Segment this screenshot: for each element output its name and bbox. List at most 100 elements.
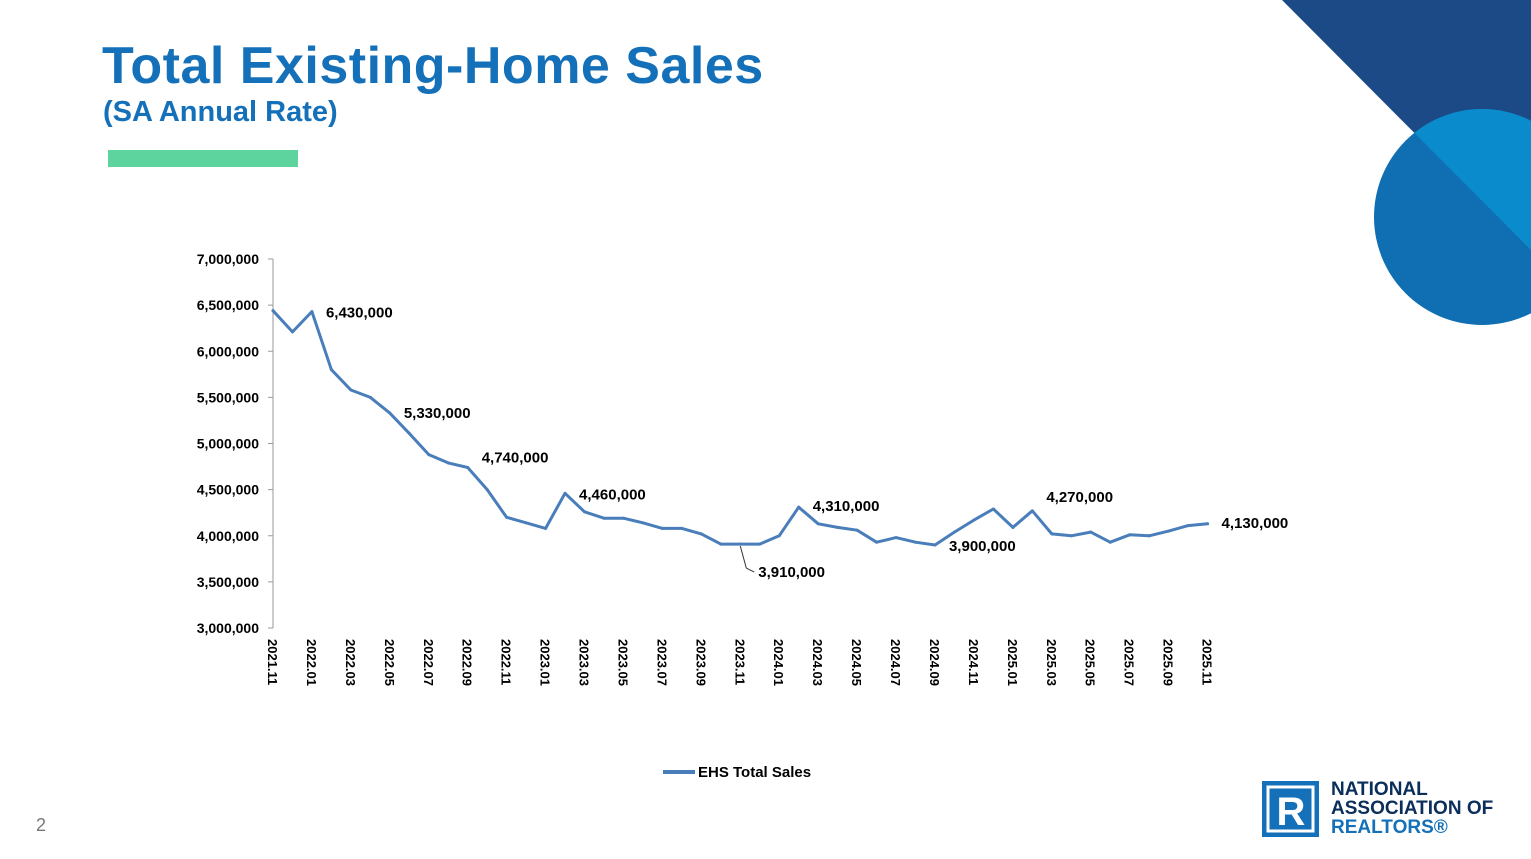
x-tick-label: 2022.07 — [421, 639, 436, 686]
x-tick-label: 2023.07 — [654, 639, 669, 686]
data-point — [797, 505, 801, 509]
x-tick-label: 2025.11 — [1200, 639, 1215, 685]
data-point — [1011, 525, 1015, 529]
x-tick-label: 2022.05 — [382, 639, 397, 686]
data-point — [368, 395, 372, 399]
data-point — [1186, 524, 1190, 528]
data-point — [563, 491, 567, 495]
x-tick-label: 2023.11 — [732, 639, 747, 685]
data-point — [407, 431, 411, 435]
data-label: 4,310,000 — [813, 498, 880, 515]
data-point — [952, 530, 956, 534]
y-tick-label: 3,500,000 — [197, 574, 259, 590]
data-point — [621, 516, 625, 520]
data-point — [329, 368, 333, 372]
data-point — [680, 526, 684, 530]
x-tick-label: 2023.03 — [577, 639, 592, 686]
data-point — [466, 465, 470, 469]
data-label: 4,460,000 — [579, 486, 646, 503]
data-point — [271, 309, 275, 313]
x-tick-label: 2024.01 — [771, 639, 786, 686]
data-label: 4,270,000 — [1046, 489, 1113, 506]
y-tick-label: 5,000,000 — [197, 436, 259, 452]
data-label: 6,430,000 — [326, 305, 393, 322]
data-point — [544, 526, 548, 530]
data-point — [1108, 540, 1112, 544]
data-point — [602, 516, 606, 520]
data-point — [1206, 522, 1210, 526]
y-tick-label: 5,500,000 — [197, 389, 259, 405]
data-point — [290, 330, 294, 334]
y-tick-label: 4,500,000 — [197, 482, 259, 498]
y-tick-label: 4,000,000 — [197, 528, 259, 544]
data-point — [894, 536, 898, 540]
logo-line-2: ASSOCIATION OF — [1331, 798, 1494, 819]
data-point — [310, 310, 314, 314]
x-tick-label: 2025.09 — [1161, 639, 1176, 686]
data-point — [933, 543, 937, 547]
data-point — [427, 453, 431, 457]
data-point — [836, 525, 840, 529]
data-label: 4,740,000 — [482, 449, 549, 466]
y-tick-label: 6,000,000 — [197, 343, 259, 359]
data-label: 3,900,000 — [949, 538, 1016, 555]
data-point — [875, 540, 879, 544]
legend-label: EHS Total Sales — [698, 764, 811, 781]
data-point — [972, 518, 976, 522]
page-subtitle: (SA Annual Rate) — [103, 96, 338, 128]
data-point — [485, 488, 489, 492]
logo-mark-letter: R — [1277, 790, 1306, 834]
x-tick-label: 2022.11 — [499, 639, 514, 685]
data-point — [991, 507, 995, 511]
data-label: 5,330,000 — [404, 405, 471, 422]
data-point — [1128, 533, 1132, 537]
data-point — [719, 542, 723, 546]
x-tick-label: 2024.09 — [927, 639, 942, 686]
data-point — [699, 532, 703, 536]
y-tick-label: 3,000,000 — [197, 620, 259, 636]
x-tick-label: 2025.05 — [1083, 639, 1098, 686]
y-tick-label: 6,500,000 — [197, 297, 259, 313]
data-point — [758, 542, 762, 546]
x-tick-label: 2025.07 — [1122, 639, 1137, 686]
data-point — [777, 534, 781, 538]
data-point — [1030, 509, 1034, 513]
data-point — [1147, 534, 1151, 538]
data-point — [349, 388, 353, 392]
page-number: 2 — [36, 815, 47, 835]
data-label: 4,130,000 — [1222, 515, 1289, 532]
x-tick-label: 2022.09 — [460, 639, 475, 686]
x-tick-label: 2022.01 — [304, 639, 319, 686]
annotation-leader-line — [739, 545, 755, 573]
x-tick-label: 2021.11 — [265, 639, 280, 685]
x-tick-label: 2024.03 — [810, 639, 825, 686]
realtors-logo-mark: R — [1262, 781, 1319, 837]
data-point — [1089, 530, 1093, 534]
data-point — [816, 522, 820, 526]
x-tick-label: 2024.07 — [888, 639, 903, 686]
data-point — [738, 542, 742, 546]
logo-line-1: NATIONAL — [1331, 779, 1428, 800]
data-point — [1069, 534, 1073, 538]
data-point — [641, 521, 645, 525]
data-point — [914, 540, 918, 544]
data-point — [524, 521, 528, 525]
series-line-ehs-total-sales — [271, 309, 1210, 547]
data-point — [446, 461, 450, 465]
x-tick-label: 2025.01 — [1005, 639, 1020, 686]
data-point — [1050, 532, 1054, 536]
x-tick-label: 2023.09 — [693, 639, 708, 686]
x-tick-label: 2023.01 — [538, 639, 553, 686]
data-point — [388, 411, 392, 415]
logo-line-3: REALTORS® — [1331, 817, 1448, 838]
x-tick-label: 2024.05 — [849, 639, 864, 686]
data-label: 3,910,000 — [758, 564, 825, 581]
accent-bar — [108, 150, 298, 167]
data-point — [505, 515, 509, 519]
logo-wordmark: NATIONAL ASSOCIATION OF REALTORS® — [1331, 780, 1493, 837]
data-point — [583, 510, 587, 514]
x-tick-label: 2024.11 — [966, 639, 981, 685]
data-point — [855, 528, 859, 532]
